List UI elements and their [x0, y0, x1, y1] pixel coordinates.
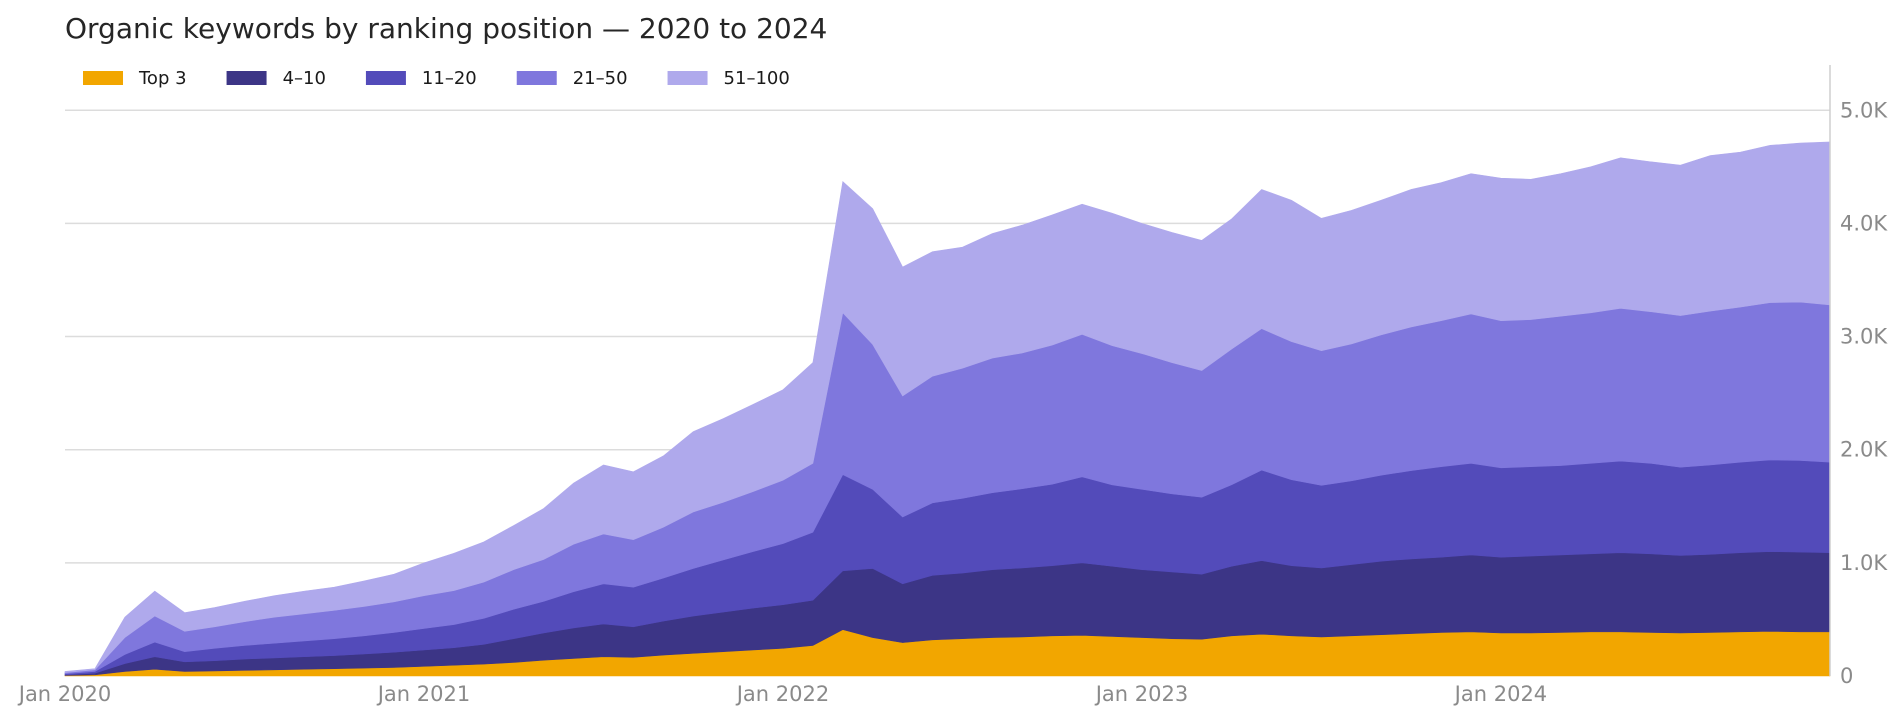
- stacked-areas: [64, 141, 1831, 677]
- legend-swatch: [667, 71, 708, 85]
- x-tick-label: Jan 2022: [735, 682, 830, 706]
- x-axis: Jan 2020 Jan 2021 Jan 2022 Jan 2023 Jan 2024: [17, 682, 1547, 706]
- x-tick-label: Jan 2023: [1094, 682, 1189, 706]
- legend-label: 21–50: [573, 68, 628, 89]
- x-tick-label: Jan 2020: [17, 682, 112, 706]
- legend-swatch: [83, 71, 123, 85]
- legend-label: 11–20: [422, 68, 477, 89]
- legend-label: 51–100: [724, 68, 790, 89]
- legend-swatch: [226, 71, 267, 85]
- y-tick-label: 3.0K: [1840, 325, 1888, 349]
- y-tick-label: 1.0K: [1840, 551, 1888, 575]
- y-tick-label: 0: [1840, 664, 1853, 688]
- legend-label: 4–10: [283, 68, 326, 89]
- y-tick-label: 4.0K: [1840, 211, 1888, 235]
- x-tick-label: Jan 2024: [1453, 682, 1548, 706]
- y-axis: 0 1.0K 2.0K 3.0K 4.0K 5.0K: [1840, 98, 1888, 688]
- chart-title: Organic keywords by ranking position — 2…: [65, 12, 827, 45]
- legend-swatch: [365, 71, 406, 85]
- y-tick-label: 2.0K: [1840, 438, 1888, 462]
- legend: Top 3 4–10 11–20 21–50 51–100: [83, 68, 790, 89]
- x-tick-label: Jan 2021: [376, 682, 471, 706]
- y-tick-label: 5.0K: [1840, 98, 1888, 122]
- legend-swatch: [516, 71, 557, 85]
- legend-label: Top 3: [138, 68, 187, 89]
